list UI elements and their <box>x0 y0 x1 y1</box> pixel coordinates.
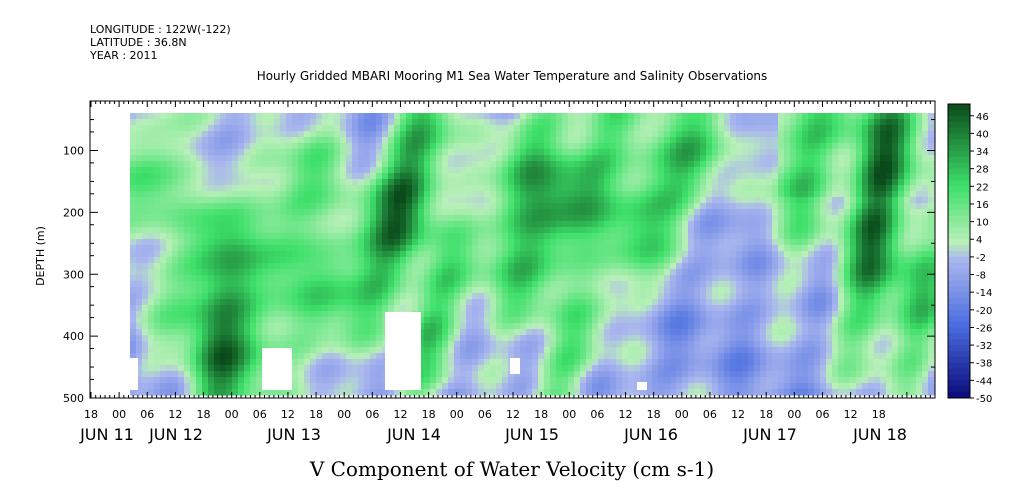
x-day-label: JUN 15 <box>504 425 559 444</box>
colorbar-tick-label: -50 <box>976 394 992 405</box>
colorbar-tick-label: -8 <box>976 271 986 282</box>
colorbar-tick-label: -38 <box>976 359 992 370</box>
colorbar-tick-label: 22 <box>976 182 989 193</box>
top-axis-ticks <box>90 101 936 107</box>
colorbar-tick-label: -2 <box>976 253 986 264</box>
x-hour-tick-label: 06 <box>815 408 829 421</box>
x-hour-tick-label: 00 <box>112 408 126 421</box>
y-tick-label: 100 <box>63 145 84 158</box>
x-hour-tick-label: 12 <box>731 408 745 421</box>
x-hour-tick-label: 18 <box>84 408 98 421</box>
colorbar-tick-label: 40 <box>976 129 989 140</box>
x-hour-tick-label: 12 <box>168 408 182 421</box>
x-day-label: JUN 11 <box>79 425 134 444</box>
colorbar-tick-label: 16 <box>976 200 989 211</box>
colorbar-tick-label: -32 <box>976 341 992 352</box>
x-hour-tick-label: 00 <box>787 408 801 421</box>
x-hour-tick-label: 06 <box>478 408 492 421</box>
colorbar-tick-label: 34 <box>976 147 989 158</box>
x-hour-tick-label: 12 <box>844 408 858 421</box>
colorbar-tick-label: -44 <box>976 376 992 387</box>
year-label: YEAR : 2011 <box>90 49 158 62</box>
x-axis-label: V Component of Water Velocity (cm s-1) <box>309 457 714 481</box>
heatmap-field <box>130 113 935 396</box>
chart-title: Hourly Gridded MBARI Mooring M1 Sea Wate… <box>257 69 768 83</box>
left-axis-ticks <box>90 100 935 399</box>
y-tick-label: 200 <box>63 206 84 219</box>
colorbar-tick-label: 10 <box>976 218 989 229</box>
colorbar-tick-label: 28 <box>976 165 989 176</box>
x-hour-tick-label: 00 <box>450 408 464 421</box>
x-hour-tick-label: 18 <box>759 408 773 421</box>
x-day-labels: JUN 11 JUN 12 JUN 13 JUN 14 JUN 15 JUN 16 JUN … <box>79 425 907 444</box>
x-day-label: JUN 17 <box>742 425 797 444</box>
colorbar-labels: 46 40 34 28 22 16 10 4 -2 -8 -14 -20 -26 -32 -38 -44 -50 <box>976 112 992 405</box>
colorbar-tick-label: -14 <box>976 288 992 299</box>
y-tick-label: 400 <box>63 330 84 343</box>
y-tick-label: 300 <box>63 268 84 281</box>
y-axis-label: DEPTH (m) <box>34 226 47 286</box>
y-tick-label: 500 <box>63 392 84 405</box>
x-hour-tick-label: 12 <box>506 408 520 421</box>
x-hour-tick-label: 00 <box>337 408 351 421</box>
x-hour-tick-label: 06 <box>590 408 604 421</box>
x-day-label: JUN 16 <box>623 425 678 444</box>
x-hour-tick-label: 06 <box>253 408 267 421</box>
colorbar-tick-label: -20 <box>976 306 992 317</box>
x-day-label: JUN 18 <box>852 425 907 444</box>
bottom-axis-ticks <box>90 392 936 398</box>
x-hour-tick-labels: 18 00 06 12 18 00 06 12 18 00 06 12 18 00 06 12 18 00 06 12… <box>84 408 886 421</box>
colorbar <box>947 103 974 399</box>
x-hour-tick-label: 18 <box>309 408 323 421</box>
colorbar-tick-label: 4 <box>976 235 982 246</box>
x-hour-tick-label: 06 <box>365 408 379 421</box>
x-hour-tick-label: 18 <box>534 408 548 421</box>
x-hour-tick-label: 18 <box>197 408 211 421</box>
x-day-label: JUN 14 <box>386 425 441 444</box>
x-hour-tick-label: 12 <box>281 408 295 421</box>
colorbar-tick-label: 46 <box>976 112 989 123</box>
x-hour-tick-label: 00 <box>562 408 576 421</box>
x-day-label: JUN 12 <box>148 425 203 444</box>
x-hour-tick-label: 18 <box>422 408 436 421</box>
x-hour-tick-label: 00 <box>225 408 239 421</box>
x-hour-tick-label: 12 <box>393 408 407 421</box>
longitude-label: LONGITUDE : 122W(-122) <box>90 23 231 36</box>
x-hour-tick-label: 18 <box>647 408 661 421</box>
x-day-label: JUN 13 <box>266 425 321 444</box>
x-hour-tick-label: 12 <box>619 408 633 421</box>
colorbar-tick-label: -26 <box>976 323 992 334</box>
x-hour-tick-label: 06 <box>703 408 717 421</box>
y-tick-labels: 100 200 300 400 500 <box>63 145 84 406</box>
latitude-label: LATITUDE : 36.8N <box>90 36 187 49</box>
x-hour-tick-label: 18 <box>872 408 886 421</box>
x-hour-tick-label: 06 <box>140 408 154 421</box>
x-hour-tick-label: 00 <box>675 408 689 421</box>
